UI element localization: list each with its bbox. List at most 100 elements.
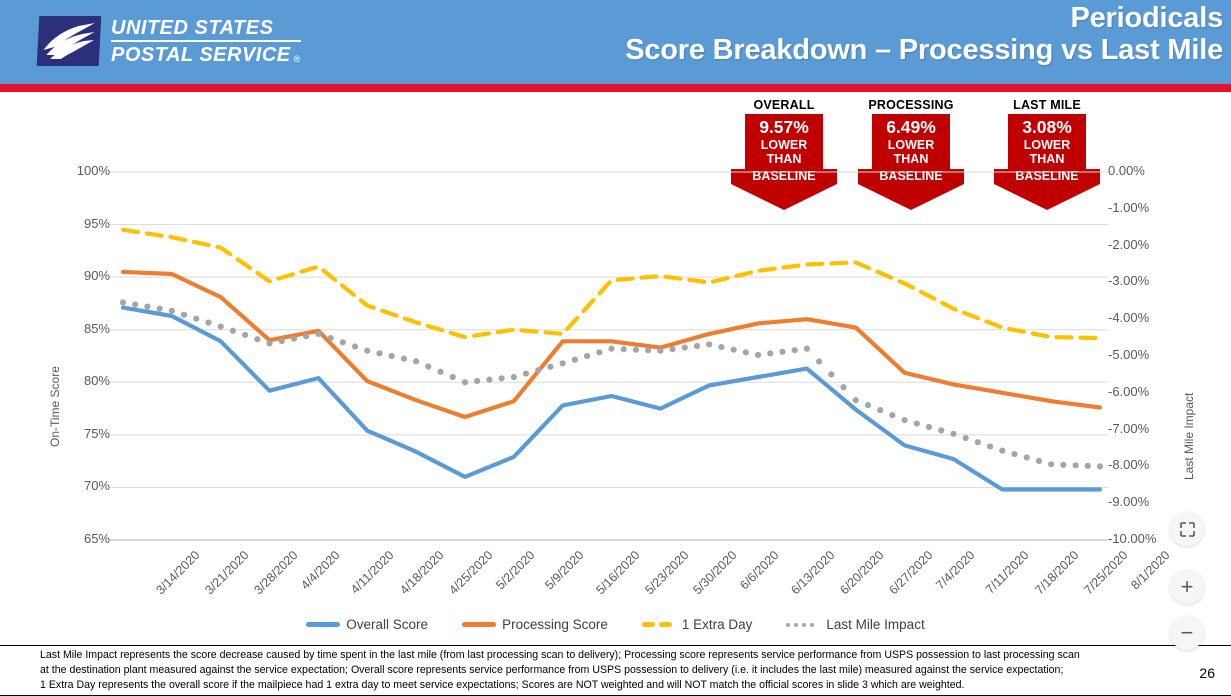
zoom-in-button[interactable]: +: [1170, 570, 1204, 604]
data-point-3-2: [217, 323, 224, 330]
y-tick-right-2: -2.00%: [1108, 236, 1150, 252]
y-tick-left-2: 90%: [83, 268, 110, 284]
legend-item-one-extra-day[interactable]: 1 Extra Day: [641, 617, 752, 632]
callout-last-mile-title: LAST MILE: [1013, 98, 1081, 112]
y-tick-right-4: -4.00%: [1108, 310, 1150, 326]
data-point-interp: [388, 352, 395, 360]
data-point-interp: [486, 376, 493, 383]
data-point-interp: [693, 342, 701, 350]
y-tick-right-0: 0.00%: [1108, 163, 1145, 178]
data-point-interp: [535, 367, 542, 374]
data-point-interp: [938, 427, 945, 434]
legend-label-processing: Processing Score: [502, 617, 608, 632]
callout-processing-rect: 6.49% LOWER THAN: [872, 114, 950, 169]
usps-eagle-icon: [36, 16, 102, 66]
data-point-interp: [913, 420, 920, 427]
data-point-interp: [229, 327, 237, 334]
data-point-interp: [449, 373, 456, 381]
footnote-line-2: at the destination plant measured agains…: [40, 664, 1064, 677]
header-red-rule: [0, 84, 1231, 92]
data-point-interp: [437, 368, 444, 375]
series-line-overall-score: [120, 305, 1103, 492]
data-point-interp: [620, 346, 627, 353]
chart-container: On-Time Score Last Mile Impact 100% 95% 90…: [0, 92, 1231, 632]
data-point-interp: [522, 370, 530, 377]
data-point-interp: [816, 358, 823, 365]
y-tick-right-10: -10.00%: [1108, 531, 1157, 546]
data-point-interp: [425, 363, 432, 370]
y-tick-right-6: -6.00%: [1108, 383, 1150, 399]
footnote-line-3: 1 Extra Day represents the overall score…: [40, 679, 965, 692]
data-point-interp: [242, 331, 249, 339]
page-title-line-1: Periodicals: [1070, 2, 1223, 34]
page-number: 26: [1199, 665, 1215, 681]
y-tick-right-9: -9.00%: [1108, 494, 1150, 510]
usps-logo: UNITED STATES POSTAL SERVICE ®: [36, 16, 301, 66]
callout-overall-tip: [731, 184, 837, 211]
data-point-3-6: [413, 358, 420, 365]
data-point-interp: [290, 335, 298, 342]
zoom-out-button[interactable]: −: [1170, 616, 1204, 650]
data-point-3-4: [315, 330, 322, 338]
data-point-3-14: [803, 345, 811, 352]
data-point-interp: [498, 375, 505, 382]
data-point-interp: [962, 434, 969, 442]
data-point-interp: [132, 301, 139, 308]
legend-item-last-mile-impact[interactable]: Last Mile Impact: [786, 617, 925, 632]
y-axis-title-right: Last Mile Impact: [1182, 392, 1196, 480]
callout-overall-line1: LOWER: [760, 137, 808, 152]
legend-swatch-extra-day-icon: [641, 622, 676, 627]
data-point-interp: [974, 439, 981, 446]
callout-processing-title: PROCESSING: [868, 98, 954, 112]
data-point-interp: [681, 344, 688, 351]
data-point-3-5: [364, 347, 371, 354]
data-point-interp: [400, 355, 407, 362]
y-tick-right-8: -8.00%: [1108, 457, 1150, 473]
legend-label-last-mile: Last Mile Impact: [826, 617, 925, 632]
data-point-interp: [144, 303, 151, 310]
data-point-interp: [376, 350, 383, 357]
data-point-interp: [645, 347, 652, 354]
callout-last-mile-rect: 3.08% LOWER THAN: [1008, 114, 1086, 169]
y-tick-left-1: 95%: [83, 215, 110, 231]
legend-swatch-last-mile-icon: [786, 622, 820, 627]
data-point-interp: [669, 346, 676, 353]
data-point-3-1: [168, 307, 175, 314]
data-point-3-15: [852, 397, 859, 404]
data-point-interp: [877, 407, 884, 414]
chart-legend: Overall Score Processing Score 1 Extra D…: [0, 617, 1231, 632]
data-point-interp: [889, 412, 896, 419]
data-point-interp: [730, 346, 737, 353]
y-tick-left-6: 70%: [83, 478, 110, 494]
logo-line-2-text: POSTAL SERVICE: [111, 43, 291, 66]
line-chart-plot: [109, 171, 1108, 541]
data-point-interp: [925, 423, 933, 431]
eagle-glyph: [43, 23, 95, 59]
data-point-3-10: [608, 345, 615, 352]
legend-item-overall-score[interactable]: Overall Score: [306, 617, 428, 632]
logo-line-2: POSTAL SERVICE ®: [111, 42, 301, 65]
data-point-3-18: [999, 447, 1006, 454]
data-point-interp: [840, 384, 847, 391]
data-point-interp: [1084, 462, 1091, 469]
callout-overall-title: OVERALL: [753, 98, 815, 112]
fit-screen-icon[interactable]: [1170, 512, 1204, 546]
legend-swatch-processing-icon: [462, 622, 497, 627]
data-point-3-20: [1096, 463, 1104, 470]
data-point-interp: [1023, 454, 1030, 461]
registered-mark-icon: ®: [293, 53, 301, 64]
data-point-3-12: [706, 341, 713, 348]
data-point-3-0: [119, 299, 127, 306]
data-point-interp: [474, 377, 481, 385]
data-point-interp: [193, 315, 200, 322]
data-point-interp: [632, 346, 640, 353]
callout-processing-tip: [858, 184, 964, 211]
y-tick-right-7: -7.00%: [1108, 420, 1150, 436]
data-point-interp: [339, 339, 346, 346]
data-point-interp: [351, 343, 359, 350]
data-point-interp: [1035, 457, 1043, 464]
logo-line-1: UNITED STATES: [111, 18, 301, 42]
legend-item-processing-score[interactable]: Processing Score: [462, 617, 608, 632]
data-point-interp: [779, 348, 786, 355]
